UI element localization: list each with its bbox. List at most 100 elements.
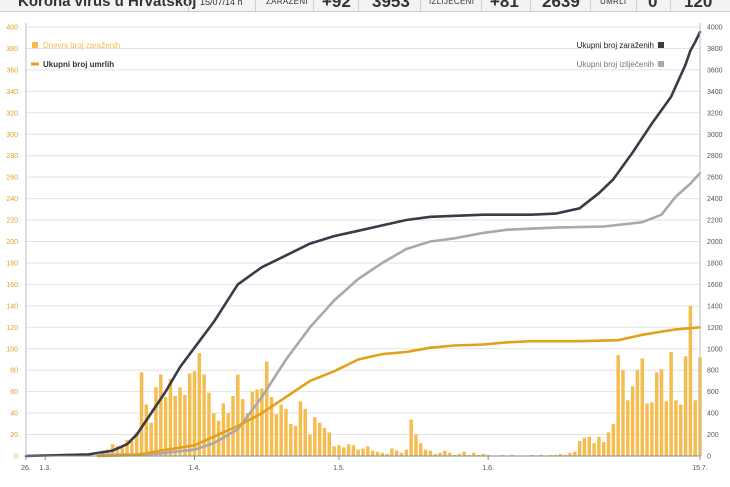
infected-delta: +92 bbox=[322, 0, 351, 11]
cumulative-lines bbox=[24, 30, 702, 458]
daily-cases-bar bbox=[240, 399, 245, 456]
daily-cases-bar bbox=[462, 451, 466, 456]
daily-cases-bar bbox=[409, 419, 413, 456]
left-axis-tick-label: 160 bbox=[6, 282, 18, 289]
daily-cases-bars bbox=[96, 305, 702, 456]
daily-cases-bar bbox=[674, 400, 678, 456]
right-axis-tick-label: 4000 bbox=[707, 25, 723, 32]
left-axis-tick-label: 80 bbox=[10, 368, 18, 375]
right-axis-tick-label: 1800 bbox=[707, 260, 723, 267]
daily-cases-bar bbox=[231, 395, 235, 456]
daily-cases-bar bbox=[476, 454, 481, 456]
daily-cases-bar bbox=[346, 444, 351, 456]
daily-cases-bar bbox=[616, 355, 620, 456]
header-divider bbox=[636, 0, 637, 11]
daily-cases-bar bbox=[284, 408, 288, 456]
daily-cases-bar bbox=[500, 454, 505, 456]
header-divider bbox=[481, 0, 482, 11]
daily-cases-bar bbox=[669, 351, 673, 456]
infected-label: ZARAŽENI bbox=[266, 0, 308, 6]
daily-cases-bar bbox=[433, 453, 437, 456]
daily-cases-bar bbox=[274, 414, 279, 456]
daily-cases-bar bbox=[549, 454, 553, 456]
daily-cases-bar bbox=[539, 454, 543, 456]
daily-cases-bar bbox=[635, 370, 640, 456]
legend-label-daily: Dnevni broj zaraženih bbox=[43, 41, 120, 50]
right-axis-tick-label: 0 bbox=[707, 454, 711, 461]
chart-grid bbox=[26, 26, 700, 457]
left-axis-tick-label: 0 bbox=[14, 454, 18, 461]
daily-cases-bar bbox=[471, 452, 476, 456]
right-axis-tick-label: 2200 bbox=[707, 218, 723, 225]
left-axis-tick-label: 120 bbox=[6, 325, 18, 332]
daily-cases-bar bbox=[664, 401, 669, 456]
daily-cases-bar bbox=[125, 439, 129, 456]
daily-cases-bar bbox=[159, 374, 163, 456]
left-axis-tick-label: 60 bbox=[10, 389, 18, 396]
daily-cases-bar bbox=[592, 443, 596, 456]
right-axis-tick-label: 600 bbox=[707, 389, 719, 396]
left-axis-tick-label: 40 bbox=[10, 411, 18, 418]
left-axis-tick-label: 340 bbox=[6, 89, 18, 96]
daily-cases-bar bbox=[558, 453, 563, 456]
x-axis-tick-label: 1.4. bbox=[189, 465, 201, 472]
daily-cases-bar bbox=[303, 408, 307, 456]
daily-cases-bar bbox=[279, 404, 283, 456]
daily-cases-bar bbox=[414, 434, 418, 456]
daily-cases-bar bbox=[573, 451, 577, 456]
daily-cases-bar bbox=[467, 454, 471, 456]
daily-cases-bar bbox=[481, 453, 486, 456]
right-axis-tick-label: 3400 bbox=[707, 89, 723, 96]
chart-axes bbox=[25, 23, 701, 460]
daily-cases-bar bbox=[317, 422, 322, 456]
daily-cases-bar bbox=[630, 386, 635, 456]
right-axis-tick-label: 2800 bbox=[707, 153, 723, 160]
axis-tick-labels: 0 20 40 60 80 100 120 140 160 180 200 220 240 260 280 3… bbox=[6, 25, 722, 473]
right-axis-tick-label: 1000 bbox=[707, 346, 723, 353]
recovered-delta: +81 bbox=[490, 0, 519, 11]
daily-cases-bar bbox=[322, 428, 327, 456]
daily-cases-bar bbox=[597, 436, 601, 456]
daily-cases-bar bbox=[163, 397, 168, 456]
daily-cases-bar bbox=[120, 447, 125, 456]
daily-cases-bar bbox=[693, 400, 697, 456]
daily-cases-bar bbox=[245, 413, 250, 456]
update-timestamp: 15/07/14 h bbox=[200, 0, 243, 7]
daily-cases-bar bbox=[298, 401, 303, 456]
daily-cases-bar bbox=[327, 432, 332, 456]
daily-cases-bar bbox=[486, 454, 490, 456]
daily-cases-bar bbox=[187, 373, 192, 456]
left-axis-tick-label: 360 bbox=[6, 67, 18, 74]
daily-cases-bar bbox=[563, 454, 567, 456]
daily-cases-bar bbox=[313, 417, 317, 456]
stats-header-bar: Korona virus u Hrvatskoj 15/07/14 h ZARA… bbox=[0, 0, 730, 12]
daily-cases-bar bbox=[154, 387, 158, 456]
header-divider bbox=[670, 0, 671, 11]
deaths-total: 120 bbox=[684, 0, 713, 11]
header-divider bbox=[255, 0, 256, 11]
daily-cases-bar bbox=[385, 453, 389, 456]
header-divider bbox=[313, 0, 314, 11]
daily-cases-bar bbox=[577, 440, 582, 456]
daily-cases-bar bbox=[212, 413, 216, 456]
left-axis-tick-label: 320 bbox=[6, 110, 18, 117]
right-axis-tick-label: 400 bbox=[707, 411, 719, 418]
daily-cases-bar bbox=[168, 378, 173, 456]
x-axis-tick-label: 1.3. bbox=[39, 465, 51, 472]
daily-cases-bar bbox=[683, 356, 688, 456]
left-axis-tick-label: 400 bbox=[6, 25, 18, 32]
daily-cases-bar bbox=[654, 372, 659, 456]
daily-cases-bar bbox=[197, 353, 202, 456]
daily-cases-bar bbox=[553, 454, 558, 456]
deaths-delta: 0 bbox=[648, 0, 658, 11]
daily-cases-bar bbox=[183, 394, 187, 456]
daily-cases-bar bbox=[428, 450, 433, 456]
right-axis-tick-label: 3800 bbox=[707, 46, 723, 53]
daily-cases-bar bbox=[650, 402, 654, 456]
daily-cases-bar bbox=[255, 389, 259, 456]
left-axis-tick-label: 300 bbox=[6, 132, 18, 139]
x-axis-tick-label: 26. bbox=[21, 465, 31, 472]
daily-cases-bar bbox=[144, 404, 149, 456]
daily-cases-bar bbox=[611, 423, 616, 456]
daily-cases-bar bbox=[173, 395, 177, 456]
